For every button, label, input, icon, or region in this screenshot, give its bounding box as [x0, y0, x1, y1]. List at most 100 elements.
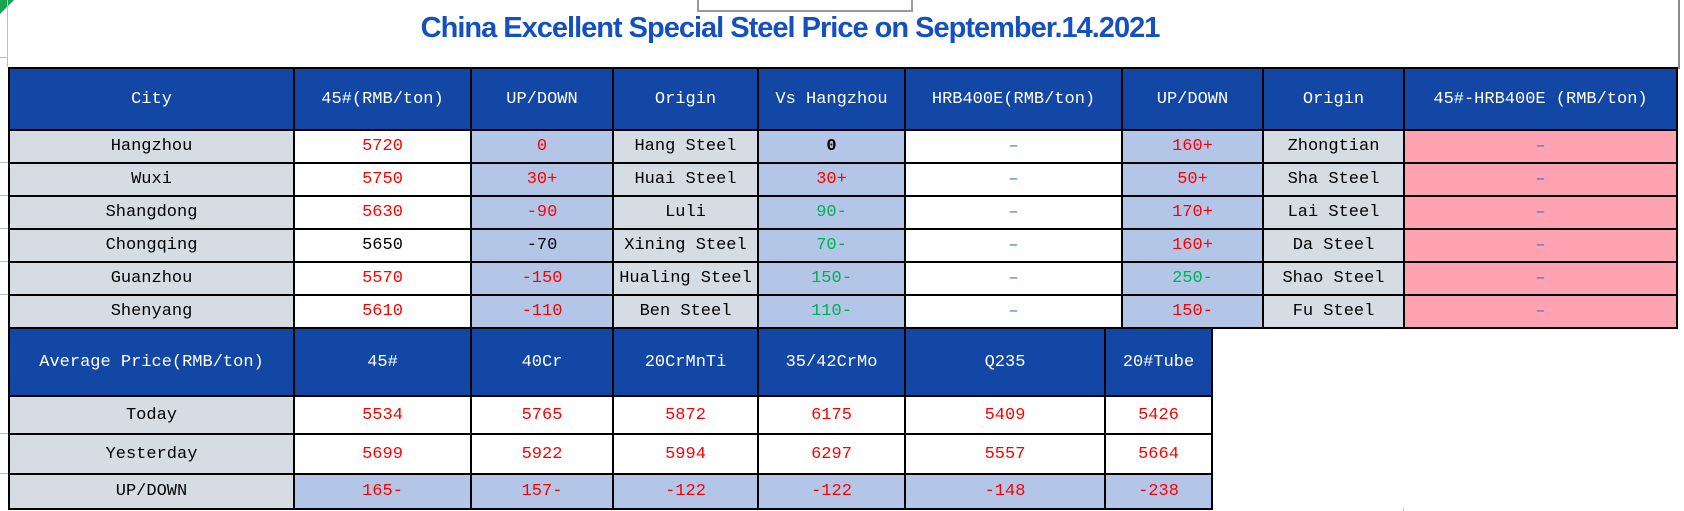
cell-diff: –	[1403, 261, 1678, 296]
cell-diff: –	[1403, 294, 1678, 329]
cell-origin: Hualing Steel	[612, 261, 759, 296]
col-header-updown: UP/DOWN	[470, 67, 614, 131]
cell-vs-hangzhou: 0	[757, 129, 906, 164]
cell-text: Yesterday	[105, 444, 198, 464]
col-header-40cr: 40Cr	[470, 327, 614, 397]
cell-text: -122	[811, 482, 852, 501]
cell-3542crmo: 6175	[757, 395, 906, 435]
cell-20tube: -238	[1104, 473, 1213, 510]
cell-updown: -90	[470, 195, 614, 230]
cell-text: 5409	[984, 405, 1026, 425]
cell-3542crmo: 6297	[757, 433, 906, 475]
table-row: Chongqing 5650 -70 Xining Steel 70- – 16…	[8, 228, 1678, 263]
cell-text: -90	[526, 203, 558, 222]
cell-45-price: 5650	[293, 228, 472, 263]
cell-hrb400e-price: –	[904, 261, 1123, 296]
cell-text: 6297	[811, 444, 852, 464]
table-row: UP/DOWN 165- 157- -122 -122 -148 -238	[8, 473, 1213, 510]
gridline	[0, 473, 8, 474]
cell-text: 165-	[362, 482, 403, 501]
cell-diff: –	[1403, 195, 1678, 230]
cell-text: Huai Steel	[634, 170, 737, 189]
cell-text: 150-	[1172, 302, 1213, 321]
floating-textbox	[697, 0, 913, 12]
cell-origin: Huai Steel	[612, 162, 759, 197]
cell-text: 70-	[816, 236, 847, 255]
cell-row-label: Yesterday	[8, 433, 295, 475]
cell-hrb400e-price: –	[904, 162, 1123, 197]
cell-text: 6175	[811, 405, 852, 425]
cell-text: 30+	[816, 170, 847, 189]
cell-text: UP/DOWN	[115, 482, 188, 501]
cell-20crmnti: 5872	[612, 395, 759, 435]
cell-text: –	[1008, 302, 1019, 321]
cell-text: Hualing Steel	[619, 269, 752, 288]
cell-vs-hangzhou: 110-	[757, 294, 906, 329]
cell-city: Wuxi	[8, 162, 295, 197]
cell-text: 50+	[1177, 170, 1208, 189]
cell-hrb-origin: Lai Steel	[1262, 195, 1405, 230]
cell-text: Luli	[665, 203, 706, 222]
cell-text: –	[1008, 170, 1019, 189]
cell-text: 5534	[362, 405, 403, 425]
col-header-3542crmo: 35/42CrMo	[757, 327, 906, 397]
table-row: Guanzhou 5570 -150 Hualing Steel 150- – …	[8, 261, 1678, 296]
cell-text: -110	[521, 302, 563, 321]
cell-text: Ben Steel	[639, 302, 732, 321]
cell-text: 5426	[1138, 405, 1179, 425]
cell-20tube: 5664	[1104, 433, 1213, 475]
cell-updown: -110	[470, 294, 614, 329]
cell-text: -148	[984, 482, 1026, 501]
cell-text: –	[1535, 170, 1546, 189]
table-header-row: City 45#(RMB/ton) UP/DOWN Origin Vs Hang…	[8, 67, 1678, 131]
cell-text: 5994	[665, 444, 706, 464]
cell-row-label: Today	[8, 395, 295, 435]
cell-text: 5630	[362, 203, 403, 222]
cell-45-price: 5570	[293, 261, 472, 296]
col-header-city: City	[8, 67, 295, 131]
cell-diff: –	[1403, 162, 1678, 197]
average-price-table: Average Price(RMB/ton) 45# 40Cr 20CrMnTi…	[8, 327, 1213, 510]
cell-hrb400e-price: –	[904, 195, 1123, 230]
cell-text: 5872	[665, 405, 706, 425]
cell-45-price: 5630	[293, 195, 472, 230]
col-header-q235: Q235	[904, 327, 1106, 397]
cell-45: 5534	[293, 395, 472, 435]
table-row: Shenyang 5610 -110 Ben Steel 110- – 150-…	[8, 294, 1678, 329]
col-header-hrb400e-price: HRB400E(RMB/ton)	[904, 67, 1123, 131]
cell-updown: 30+	[470, 162, 614, 197]
gridline	[0, 228, 8, 229]
cell-40cr: 5922	[470, 433, 614, 475]
cell-45: 165-	[293, 473, 472, 510]
cell-text: 110-	[811, 302, 852, 321]
gridline	[0, 261, 8, 262]
cell-q235: 5409	[904, 395, 1106, 435]
gridline	[1678, 0, 1680, 69]
cell-text: Guanzhou	[110, 269, 193, 288]
cell-text: Da Steel	[1292, 236, 1375, 255]
cell-text: –	[1535, 236, 1546, 255]
cell-hrb400e-price: –	[904, 129, 1123, 164]
cell-text: Xining Steel	[624, 236, 747, 255]
cell-text: 0	[826, 137, 837, 156]
cell-45-price: 5610	[293, 294, 472, 329]
cell-text: 5650	[362, 236, 403, 255]
table-row: Hangzhou 5720 0 Hang Steel 0 – 160+ Zhon…	[8, 129, 1678, 164]
cell-text: Zhongtian	[1287, 137, 1380, 156]
cell-row-label: UP/DOWN	[8, 473, 295, 510]
cell-hrb-origin: Zhongtian	[1262, 129, 1405, 164]
cell-text: 90-	[816, 203, 847, 222]
cell-3542crmo: -122	[757, 473, 906, 510]
cell-updown: -150	[470, 261, 614, 296]
cell-text: 160+	[1172, 236, 1213, 255]
table-row: Shangdong 5630 -90 Luli 90- – 170+ Lai S…	[8, 195, 1678, 230]
cell-updown: 0	[470, 129, 614, 164]
cell-text: –	[1008, 203, 1019, 222]
cell-vs-hangzhou: 30+	[757, 162, 906, 197]
col-header-hrb-updown: UP/DOWN	[1121, 67, 1264, 131]
cell-text: 150-	[811, 269, 852, 288]
cell-city: Shenyang	[8, 294, 295, 329]
cell-20tube: 5426	[1104, 395, 1213, 435]
cell-hrb-origin: Fu Steel	[1262, 294, 1405, 329]
cell-text: 30+	[526, 170, 558, 189]
